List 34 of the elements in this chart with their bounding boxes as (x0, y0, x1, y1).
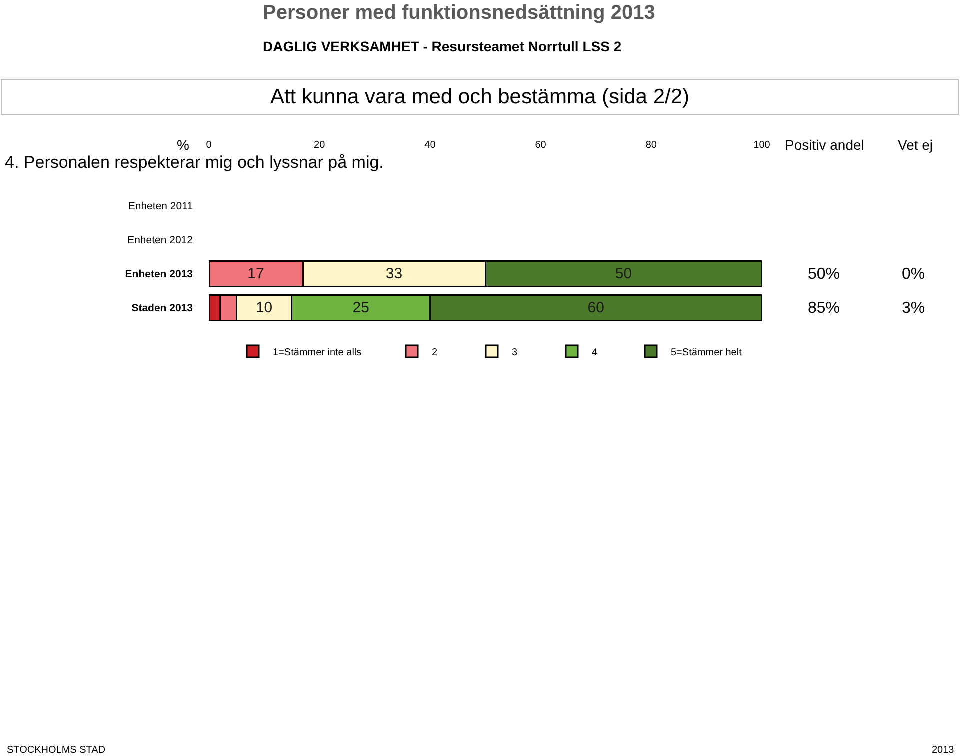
text: 0% (902, 266, 926, 283)
data-label: 50 (615, 266, 632, 282)
text: 85% (808, 300, 840, 317)
y-tick-label: Enheten 2011 (128, 200, 194, 213)
data-label: 10 (256, 300, 273, 316)
legend-label: 4 (592, 347, 598, 358)
x-tick-label: 0 (206, 140, 212, 151)
chart-title: Personer med funktionsnedsättning 2013 (263, 2, 656, 24)
legend-label: 3 (512, 347, 518, 358)
x-tick-label: 100 (754, 140, 771, 151)
data-label: 25 (352, 300, 370, 316)
legend-label: 2 (432, 347, 438, 358)
text: STOCKHOLMS STAD (7, 745, 106, 756)
text: Att kunna vara med och bestämma (sida 2/2) (270, 86, 690, 108)
text: 2013 (932, 745, 955, 756)
chart-subtitle: DAGLIG VERKSAMHET - Resursteamet Norrtull LSS 2 (263, 38, 622, 54)
x-tick-label: 60 (535, 140, 547, 151)
text: 50% (808, 266, 840, 283)
x-tick-label: 40 (424, 140, 436, 151)
text: Positiv andel (785, 137, 864, 153)
y-tick-label: Staden 2013 (132, 302, 194, 315)
text: 4. Personalen respekterar mig och lyssnar på mig. (5, 153, 384, 172)
data-label: 17 (248, 266, 264, 282)
x-axis-title: % (177, 137, 190, 153)
x-tick-label: 20 (314, 140, 326, 151)
data-label: 33 (386, 266, 403, 282)
text: 3% (902, 300, 926, 317)
text: Vet ej (898, 137, 934, 153)
legend-label: 1=Stämmer inte alls (273, 347, 362, 358)
y-tick-label: Enheten 2012 (128, 234, 194, 247)
data-label: 60 (588, 300, 604, 316)
x-tick-label: 80 (646, 140, 658, 151)
legend-label: 5=Stämmer helt (671, 347, 742, 358)
y-tick-label: Enheten 2013 (125, 268, 194, 281)
